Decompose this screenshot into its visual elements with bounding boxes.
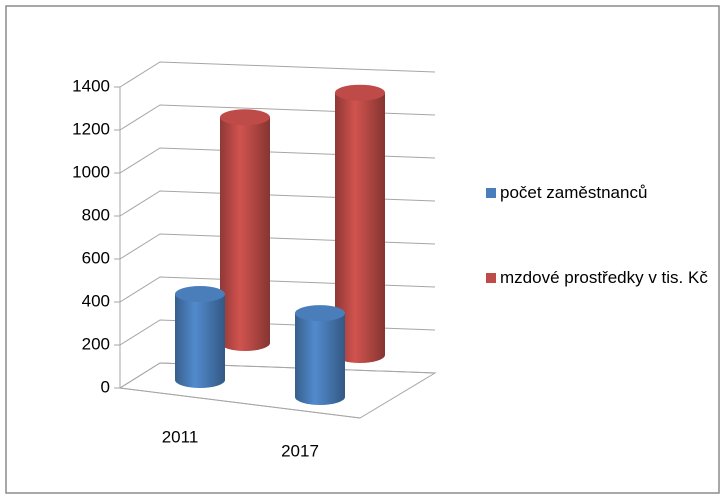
grid-line xyxy=(119,61,436,88)
y-tick-label: 800 xyxy=(82,205,110,224)
legend-label: mzdové prostředky v tis. Kč xyxy=(500,268,708,287)
legend-swatch xyxy=(486,188,496,198)
x-tick-label: 2011 xyxy=(162,427,199,446)
y-tick-label: 1400 xyxy=(72,76,110,95)
bar xyxy=(220,109,270,351)
bar-top xyxy=(220,109,270,126)
bar xyxy=(335,84,385,363)
bar-body xyxy=(295,313,345,405)
legend-label: počet zaměstnanců xyxy=(500,183,648,202)
y-tick-label: 200 xyxy=(82,334,110,353)
legend-item: mzdové prostředky v tis. Kč xyxy=(486,265,715,291)
legend-swatch xyxy=(486,273,496,283)
bar xyxy=(295,305,345,405)
x-tick-label: 2017 xyxy=(281,441,319,460)
y-tick-label: 0 xyxy=(101,377,110,396)
bar-top xyxy=(175,286,225,302)
bar-top xyxy=(295,305,345,322)
y-tick-label: 1000 xyxy=(72,162,110,181)
axis-line xyxy=(119,387,361,419)
y-tick-label: 600 xyxy=(82,248,110,267)
y-tick-label: 1200 xyxy=(72,119,110,138)
bar xyxy=(175,286,225,388)
bar-body xyxy=(335,92,385,363)
y-tick-label: 400 xyxy=(82,291,110,310)
bar-body xyxy=(175,294,225,388)
legend-item: počet zaměstnanců xyxy=(486,180,715,206)
bar-body xyxy=(220,117,270,351)
bar-top xyxy=(335,84,385,101)
